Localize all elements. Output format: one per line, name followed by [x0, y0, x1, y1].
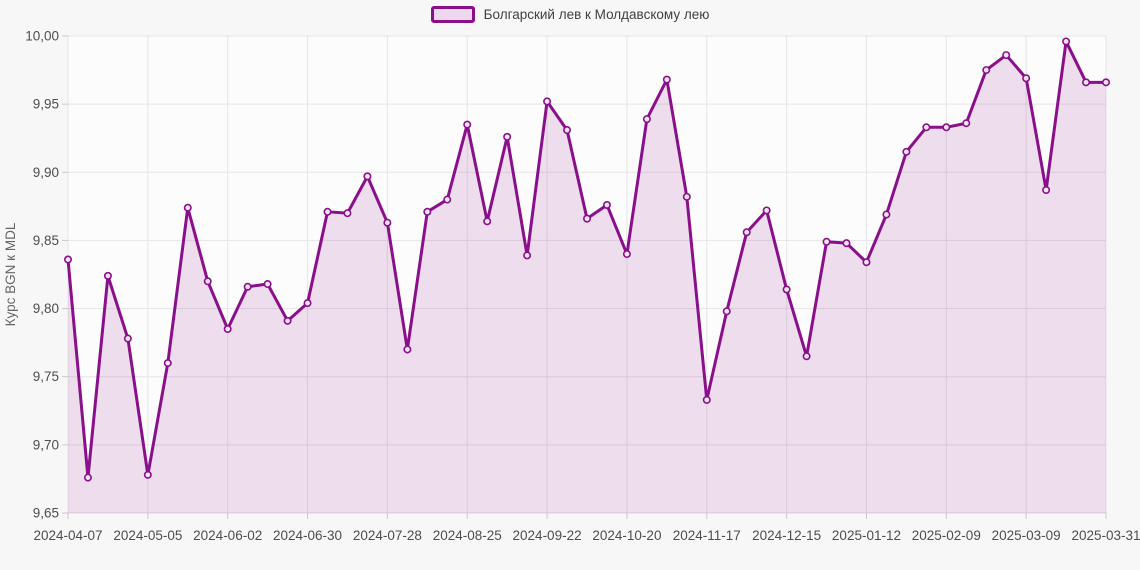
data-point-marker[interactable]: [1102, 78, 1111, 87]
chart-legend: Болгарский лев к Молдавскому лею: [0, 6, 1140, 23]
x-tick-label: 2024-04-07: [33, 528, 102, 543]
data-point-marker[interactable]: [722, 307, 731, 316]
y-tick-label: 9,90: [33, 165, 59, 180]
data-point-marker[interactable]: [762, 206, 771, 215]
data-point-marker[interactable]: [223, 325, 232, 334]
data-point-marker[interactable]: [64, 255, 73, 264]
data-point-marker[interactable]: [143, 470, 152, 479]
y-tick-label: 10,00: [25, 29, 59, 44]
x-tick-label: 2025-02-09: [912, 528, 981, 543]
data-point-marker[interactable]: [782, 285, 791, 294]
legend-item-bgn-mdl[interactable]: Болгарский лев к Молдавскому лею: [430, 6, 710, 23]
data-point-marker[interactable]: [83, 473, 92, 482]
data-point-marker[interactable]: [1082, 78, 1091, 87]
data-point-marker[interactable]: [622, 250, 631, 259]
x-tick-label: 2024-07-28: [353, 528, 422, 543]
legend-label: Болгарский лев к Молдавскому лею: [483, 7, 710, 22]
data-point-marker[interactable]: [602, 200, 611, 209]
data-point-marker[interactable]: [962, 119, 971, 128]
x-tick-label: 2024-10-20: [592, 528, 661, 543]
data-point-marker[interactable]: [183, 203, 192, 212]
y-axis-title: Курс BGN к MDL: [3, 222, 18, 326]
data-point-marker[interactable]: [1002, 51, 1011, 60]
data-point-marker[interactable]: [423, 207, 432, 216]
data-point-marker[interactable]: [822, 237, 831, 246]
data-point-marker[interactable]: [123, 334, 132, 343]
data-point-marker[interactable]: [323, 207, 332, 216]
data-point-marker[interactable]: [1042, 186, 1051, 195]
data-point-marker[interactable]: [463, 120, 472, 129]
x-tick-label: 2024-08-25: [433, 528, 502, 543]
data-point-marker[interactable]: [942, 123, 951, 132]
data-point-marker[interactable]: [1062, 37, 1071, 46]
data-point-marker[interactable]: [682, 192, 691, 201]
x-tick-label: 2024-12-15: [752, 528, 821, 543]
data-point-marker[interactable]: [383, 218, 392, 227]
x-tick-label: 2025-03-09: [992, 528, 1061, 543]
y-tick-label: 9,95: [33, 97, 59, 112]
data-point-marker[interactable]: [103, 271, 112, 280]
y-tick-label: 9,70: [33, 437, 59, 452]
x-tick-label: 2024-11-17: [673, 528, 741, 543]
data-point-marker[interactable]: [882, 210, 891, 219]
data-point-marker[interactable]: [243, 282, 252, 291]
data-point-marker[interactable]: [1022, 74, 1031, 83]
legend-swatch-icon: [430, 6, 475, 23]
data-point-marker[interactable]: [742, 228, 751, 237]
data-point-marker[interactable]: [163, 359, 172, 368]
x-tick-label: 2024-06-02: [193, 528, 262, 543]
data-point-marker[interactable]: [203, 277, 212, 286]
data-point-marker[interactable]: [642, 115, 651, 124]
y-tick-label: 9,85: [33, 233, 59, 248]
data-point-marker[interactable]: [363, 172, 372, 181]
data-point-marker[interactable]: [543, 97, 552, 106]
x-tick-label: 2024-09-22: [513, 528, 582, 543]
data-point-marker[interactable]: [403, 345, 412, 354]
data-point-marker[interactable]: [503, 132, 512, 141]
series-area-fill: [68, 41, 1106, 513]
data-point-marker[interactable]: [662, 75, 671, 84]
data-point-marker[interactable]: [523, 251, 532, 260]
data-point-marker[interactable]: [922, 123, 931, 132]
x-tick-label: 2025-03-31: [1071, 528, 1140, 543]
data-point-marker[interactable]: [902, 147, 911, 156]
data-point-marker[interactable]: [802, 352, 811, 361]
data-point-marker[interactable]: [483, 217, 492, 226]
data-point-marker[interactable]: [283, 316, 292, 325]
y-tick-label: 9,75: [33, 369, 59, 384]
plot-area[interactable]: [68, 36, 1106, 513]
y-tick-label: 9,80: [33, 301, 59, 316]
data-point-marker[interactable]: [303, 299, 312, 308]
data-point-marker[interactable]: [982, 66, 991, 75]
data-point-marker[interactable]: [443, 195, 452, 204]
x-tick-label: 2025-01-12: [832, 528, 901, 543]
data-point-marker[interactable]: [842, 239, 851, 248]
x-tick-label: 2024-05-05: [113, 528, 182, 543]
data-point-marker[interactable]: [582, 214, 591, 223]
data-point-marker[interactable]: [343, 209, 352, 218]
data-point-marker[interactable]: [263, 280, 272, 289]
y-tick-label: 9,65: [33, 506, 59, 521]
data-point-marker[interactable]: [563, 126, 572, 135]
x-tick-label: 2024-06-30: [273, 528, 342, 543]
data-point-marker[interactable]: [862, 258, 871, 267]
data-point-marker[interactable]: [702, 395, 711, 404]
